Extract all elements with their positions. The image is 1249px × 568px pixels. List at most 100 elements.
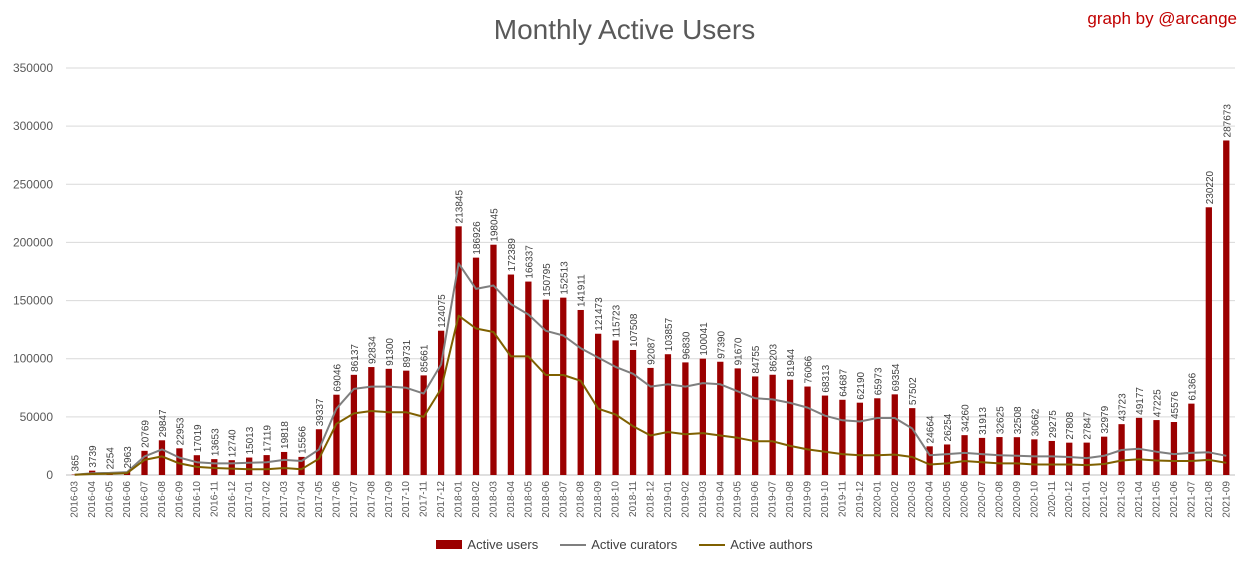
data-label: 13653 bbox=[210, 428, 221, 456]
x-tick-label: 2017-10 bbox=[401, 481, 412, 518]
data-label: 124075 bbox=[437, 294, 448, 328]
x-tick-label: 2016-10 bbox=[192, 481, 203, 518]
x-tick-label: 2018-12 bbox=[646, 481, 657, 518]
bar bbox=[176, 448, 183, 475]
legend-swatch-authors bbox=[699, 543, 726, 546]
bar bbox=[786, 379, 794, 475]
data-label: 29847 bbox=[158, 409, 169, 437]
data-label: 121473 bbox=[594, 297, 605, 331]
x-tick-label: 2020-10 bbox=[1029, 481, 1040, 518]
bar bbox=[926, 446, 933, 475]
bar bbox=[664, 354, 672, 475]
data-label: 152513 bbox=[559, 261, 570, 295]
bar bbox=[769, 374, 776, 475]
data-label: 86203 bbox=[769, 344, 780, 372]
bar bbox=[699, 358, 706, 475]
data-label: 24664 bbox=[926, 415, 937, 443]
x-tick-label: 2018-04 bbox=[506, 481, 517, 518]
bar bbox=[263, 455, 270, 475]
bar bbox=[821, 395, 829, 475]
x-tick-label: 2018-08 bbox=[576, 481, 587, 518]
x-tick-label: 2018-05 bbox=[523, 481, 534, 518]
data-label: 17119 bbox=[263, 425, 274, 453]
bar bbox=[804, 386, 811, 475]
y-tick-label: 250000 bbox=[13, 177, 53, 191]
bar bbox=[909, 408, 916, 475]
x-tick-label: 2018-06 bbox=[541, 481, 552, 518]
bar bbox=[560, 297, 567, 475]
x-tick-label: 2016-12 bbox=[227, 481, 238, 518]
bar bbox=[472, 257, 480, 475]
x-tick-label: 2020-07 bbox=[977, 481, 988, 518]
bar bbox=[158, 440, 166, 475]
bar bbox=[368, 367, 375, 475]
y-tick-label: 300000 bbox=[13, 119, 53, 133]
x-tick-label: 2018-02 bbox=[471, 481, 482, 518]
x-tick-label: 2017-06 bbox=[331, 481, 342, 518]
bar bbox=[193, 455, 200, 475]
bar bbox=[943, 444, 951, 475]
bar bbox=[1205, 207, 1212, 475]
x-tick-label: 2020-12 bbox=[1064, 481, 1075, 518]
x-tick-label: 2018-11 bbox=[628, 481, 639, 517]
data-label: 64687 bbox=[838, 369, 849, 397]
authors-line bbox=[74, 314, 1227, 476]
bar bbox=[420, 375, 427, 475]
bar-series bbox=[71, 140, 1230, 475]
bar bbox=[1223, 140, 1230, 475]
x-tick-label: 2020-08 bbox=[994, 481, 1005, 518]
x-tick-label: 2016-04 bbox=[87, 481, 98, 518]
x-tick-label: 2016-07 bbox=[140, 481, 151, 518]
x-tick-label: 2020-05 bbox=[942, 481, 953, 518]
bar bbox=[734, 368, 741, 475]
credit-label: graph by @arcange bbox=[1087, 9, 1237, 28]
data-label: 27847 bbox=[1083, 411, 1094, 439]
bar bbox=[1153, 420, 1160, 475]
x-tick-label: 2020-06 bbox=[960, 481, 971, 518]
x-tick-label: 2017-02 bbox=[262, 481, 273, 518]
bar bbox=[455, 226, 462, 475]
bar bbox=[874, 398, 881, 475]
x-tick-label: 2018-10 bbox=[611, 481, 622, 518]
bar bbox=[298, 456, 305, 475]
x-tick-label: 2018-07 bbox=[558, 481, 569, 518]
x-tick-label: 2016-08 bbox=[157, 481, 168, 518]
x-tick-label: 2019-03 bbox=[698, 481, 709, 518]
x-tick-label: 2017-12 bbox=[436, 481, 447, 518]
legend-item-users: Active users bbox=[436, 537, 538, 552]
legend-swatch-users bbox=[436, 540, 463, 549]
y-tick-label: 150000 bbox=[13, 294, 53, 308]
x-tick-label: 2019-09 bbox=[803, 481, 814, 518]
x-tick-label: 2021-08 bbox=[1204, 481, 1215, 518]
data-label: 107508 bbox=[629, 313, 640, 347]
bar bbox=[246, 457, 253, 475]
data-label: 230220 bbox=[1205, 170, 1216, 204]
data-label: 89731 bbox=[402, 339, 413, 367]
legend-item-curators: Active curators bbox=[560, 537, 677, 552]
bar bbox=[525, 281, 532, 475]
data-label: 198045 bbox=[489, 208, 500, 242]
data-label: 86137 bbox=[350, 344, 361, 372]
x-tick-label: 2016-11 bbox=[209, 481, 220, 517]
x-tick-label: 2017-03 bbox=[279, 481, 290, 518]
data-label: 49177 bbox=[1135, 387, 1146, 415]
x-tick-label: 2019-06 bbox=[750, 481, 761, 518]
data-label: 57502 bbox=[908, 377, 919, 405]
x-tick-label: 2019-11 bbox=[837, 481, 848, 517]
data-label: 32979 bbox=[1100, 405, 1111, 433]
bar bbox=[507, 274, 515, 475]
data-label: 3739 bbox=[88, 445, 99, 468]
bar bbox=[629, 349, 637, 475]
bar bbox=[1066, 442, 1073, 475]
data-label: 100041 bbox=[699, 322, 710, 356]
bar bbox=[280, 451, 288, 475]
data-label: 2254 bbox=[106, 447, 117, 470]
x-tick-label: 2017-08 bbox=[366, 481, 377, 518]
x-tick-label: 2018-01 bbox=[454, 481, 465, 518]
x-tick-label: 2020-11 bbox=[1047, 481, 1058, 517]
data-label: 15566 bbox=[298, 426, 309, 454]
x-tick-label: 2016-03 bbox=[70, 481, 81, 518]
x-tick-label: 2019-07 bbox=[768, 481, 779, 518]
data-label: 31913 bbox=[978, 407, 989, 435]
